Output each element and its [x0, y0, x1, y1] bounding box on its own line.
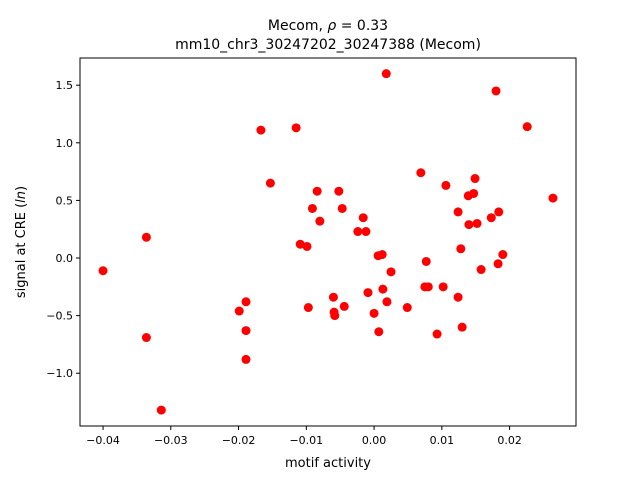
data-point [491, 86, 501, 96]
data-point [295, 239, 305, 249]
data-point [337, 203, 347, 213]
data-point [423, 282, 433, 292]
y-tick-label: 0.0 [56, 252, 74, 265]
chart-title-line2: mm10_chr3_30247202_30247388 (Mecom) [175, 37, 481, 53]
chart-title-line1: Mecom, ρ = 0.33 [268, 18, 388, 34]
data-point [472, 218, 482, 228]
data-point [334, 186, 344, 196]
data-point [486, 213, 496, 223]
data-point [374, 327, 384, 337]
data-point [241, 326, 251, 336]
x-tick-label: −0.01 [289, 434, 323, 447]
data-point [469, 188, 479, 198]
x-tick-label: −0.02 [222, 434, 256, 447]
x-tick-label: 0.00 [362, 434, 387, 447]
x-axis-label: motif activity [285, 456, 371, 471]
data-point [453, 207, 463, 217]
data-point [156, 405, 166, 415]
data-point [328, 292, 338, 302]
data-point [307, 203, 317, 213]
data-point [464, 220, 474, 230]
data-point [494, 207, 504, 217]
data-point [256, 125, 266, 135]
data-point [241, 297, 251, 307]
x-tick-label: 0.02 [497, 434, 522, 447]
x-tick-label: −0.04 [86, 434, 120, 447]
data-point [303, 303, 313, 313]
data-point [302, 241, 312, 251]
data-point [453, 292, 463, 302]
data-point [432, 329, 442, 339]
y-tick-label: 1.5 [56, 79, 74, 92]
data-point [522, 122, 532, 132]
data-point [548, 193, 558, 203]
data-point [382, 297, 392, 307]
data-point [265, 178, 275, 188]
y-tick-label: 1.0 [56, 137, 74, 150]
data-point [438, 282, 448, 292]
data-point [416, 168, 426, 178]
data-point [353, 227, 363, 237]
data-point [141, 333, 151, 343]
data-point [234, 306, 244, 316]
data-point [315, 216, 325, 226]
data-point [402, 303, 412, 313]
data-point [386, 267, 396, 277]
data-point [381, 69, 391, 79]
data-point [457, 322, 467, 332]
x-tick-label: 0.01 [430, 434, 455, 447]
y-tick-label: −0.5 [46, 310, 73, 323]
data-point [441, 180, 451, 190]
data-point [421, 256, 431, 266]
data-point [339, 301, 349, 311]
data-point [291, 123, 301, 133]
data-point [378, 284, 388, 294]
data-point [98, 266, 108, 276]
plot-area-frame [79, 57, 577, 427]
data-point [358, 213, 368, 223]
y-tick-label: 0.5 [56, 194, 74, 207]
data-point [241, 354, 251, 364]
data-point [361, 227, 371, 237]
data-point [369, 308, 379, 318]
data-point [363, 288, 373, 298]
data-point [456, 244, 466, 254]
data-point [377, 250, 387, 260]
y-tick-label: −1.0 [46, 367, 73, 380]
data-point [493, 259, 503, 269]
y-axis-label: signal at CRE (ln) [14, 186, 29, 298]
data-point [141, 232, 151, 242]
data-point [498, 250, 508, 260]
data-point [476, 265, 486, 275]
data-point [312, 186, 322, 196]
data-point [470, 174, 480, 184]
x-tick-label: −0.03 [154, 434, 188, 447]
data-point [330, 311, 340, 321]
